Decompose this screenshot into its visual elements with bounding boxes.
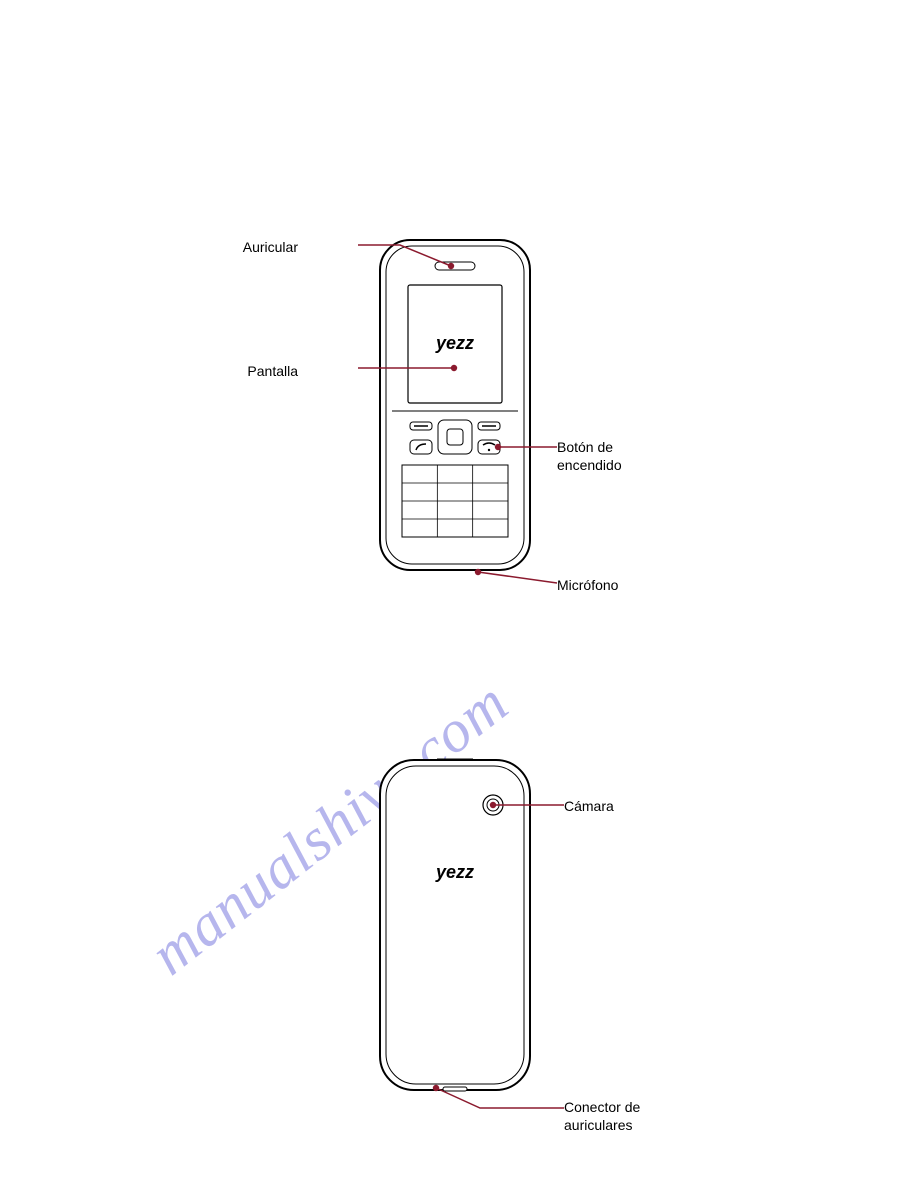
label-auricular: Auricular: [243, 238, 298, 256]
label-conector-l2: auriculares: [564, 1117, 632, 1133]
label-camara: Cámara: [564, 797, 614, 815]
label-microfono: Micrófono: [557, 576, 618, 594]
label-conector: Conector de auriculares: [564, 1098, 640, 1134]
diagram-svg: yezz yezz: [0, 0, 918, 1188]
label-boton-l1: Botón de: [557, 439, 613, 455]
svg-text:yezz: yezz: [435, 862, 474, 882]
label-conector-l1: Conector de: [564, 1099, 640, 1115]
svg-text:yezz: yezz: [435, 333, 474, 353]
label-pantalla: Pantalla: [247, 362, 298, 380]
label-boton-l2: encendido: [557, 457, 622, 473]
label-boton: Botón de encendido: [557, 438, 622, 474]
